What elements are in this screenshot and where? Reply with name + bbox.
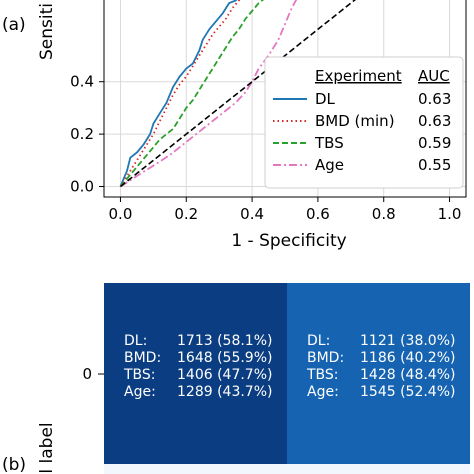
roc-panel: (a) Sensiti 0.0 0.2 0.4 0.6 0.8 1.0 0.0 0.2 0.4… [2,0,467,251]
cell-line-label: TBS: [123,367,156,383]
legend-auc-tbs: 0.59 [418,134,451,152]
cell-line-label: Age: [124,384,156,400]
heatmap-cell-bg [287,283,470,464]
cell-line-value: 1186 (40.2%) [360,350,455,366]
legend-label-age: Age [315,156,344,174]
heatmap-y-axis-label: al label [37,422,57,474]
cell-line-value: 1648 (55.9%) [177,350,272,366]
roc-legend: Experiment AUC DL 0.63 BMD (min) 0.63 TB… [264,56,464,189]
roc-x-ticks: 0.0 0.2 0.4 0.6 0.8 1.0 [109,197,462,223]
roc-x-tick-label: 0.2 [174,205,198,223]
legend-label-dl: DL [315,90,336,108]
cell-line-label: BMD: [307,350,344,366]
cell-line-value: 1289 (43.7%) [177,384,272,400]
cell-line-value: 1713 (58.1%) [177,333,272,349]
legend-header-experiment: Experiment [315,67,402,85]
roc-x-tick-label: 0.6 [306,205,330,223]
legend-header-auc: AUC [418,67,450,85]
roc-x-axis-label: 1 - Specificity [231,231,346,251]
legend-box [264,56,464,189]
heatmap-panel: (b) al label DL: 1713 (58.1%) BMD: 1648 … [2,283,470,474]
legend-auc-dl: 0.63 [418,90,451,108]
roc-y-tick-label: 0.4 [70,73,94,91]
roc-x-tick-label: 0.0 [109,205,133,223]
cell-line-value: 1121 (38.0%) [360,333,455,349]
roc-reference-diagonal [120,0,357,188]
roc-x-tick-label: 1.0 [438,205,462,223]
roc-series-tbs [119,0,265,188]
cell-line-value: 1545 (52.4%) [360,384,455,400]
roc-series-age [120,0,298,188]
roc-y-ticks: 0.0 0.2 0.4 [70,73,104,196]
heatmap-bottom-row-strip [104,464,470,474]
legend-auc-age: 0.55 [418,156,451,174]
cell-line-label: Age: [307,384,339,400]
cell-line-value: 1406 (47.7%) [177,367,272,383]
roc-series-layer [119,0,357,188]
roc-x-tick-label: 0.4 [240,205,264,223]
heatmap-cell-0-1: DL: 1121 (38.0%) BMD: 1186 (40.2%) TBS: … [287,283,470,464]
cell-line-label: BMD: [124,350,161,366]
roc-y-tick-label: 0.2 [70,125,94,143]
heatmap-cell-0-0: DL: 1713 (58.1%) BMD: 1648 (55.9%) TBS: … [104,283,287,464]
roc-y-tick-label: 0.0 [70,178,94,196]
cell-line-value: 1428 (48.4%) [360,367,455,383]
heatmap-cell-bg [104,283,287,464]
roc-x-tick-label: 0.8 [372,205,396,223]
roc-series-bmd-min [119,0,241,187]
panel-a-label: (a) [2,15,26,35]
roc-plot-frame [103,0,467,198]
panel-b-label: (b) [2,455,26,474]
roc-series-dl [119,0,238,187]
legend-label-bmd: BMD (min) [315,112,395,130]
cell-line-label: DL: [307,333,330,349]
cell-line-label: TBS: [306,367,339,383]
cell-line-label: DL: [124,333,147,349]
roc-y-axis-label: Sensiti [37,3,57,60]
heatmap-row-tick-label: 0 [82,365,92,383]
legend-auc-bmd: 0.63 [418,112,451,130]
legend-label-tbs: TBS [314,134,344,152]
